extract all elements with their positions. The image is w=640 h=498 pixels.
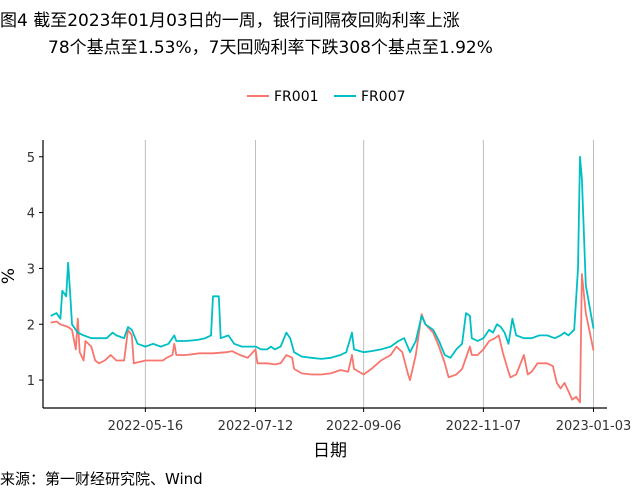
series-layer xyxy=(50,155,595,404)
legend: FR001 FR007 xyxy=(247,89,406,105)
x-tick-label: 2022-07-12 xyxy=(218,419,294,434)
y-axis-title: % xyxy=(0,268,19,284)
grid xyxy=(144,140,594,408)
legend-label-fr007: FR007 xyxy=(361,89,406,105)
y-tick-label: 1 xyxy=(27,374,35,389)
legend-label-fr001: FR001 xyxy=(274,89,319,105)
x-axis-title: 日期 xyxy=(313,441,347,461)
y-tick-label: 2 xyxy=(27,318,35,333)
axes xyxy=(42,140,607,409)
x-ticks: 2022-05-16 2022-07-12 2022-09-06 2022-11-07… xyxy=(108,408,632,434)
x-tick-label: 2022-09-06 xyxy=(326,419,402,434)
y-tick-label: 3 xyxy=(27,262,35,277)
source-note: 来源：第一财经研究院、Wind xyxy=(0,470,203,488)
series-line-fr001 xyxy=(50,273,595,404)
x-tick-label: 2022-11-07 xyxy=(446,419,522,434)
y-ticks: 1 2 3 4 5 xyxy=(27,151,43,389)
series-line-fr007 xyxy=(50,155,595,360)
chart-title-line1: 图4 截至2023年01月03日的一周，银行间隔夜回购利率上涨 xyxy=(0,11,460,31)
y-tick-label: 4 xyxy=(27,207,35,222)
x-tick-label: 2023-01-03 xyxy=(556,419,632,434)
x-tick-label: 2022-05-16 xyxy=(108,419,184,434)
chart-title-line2: 78个基点至1.53%，7天回购利率下跌308个基点至1.92% xyxy=(48,38,493,58)
y-tick-label: 5 xyxy=(27,151,35,166)
